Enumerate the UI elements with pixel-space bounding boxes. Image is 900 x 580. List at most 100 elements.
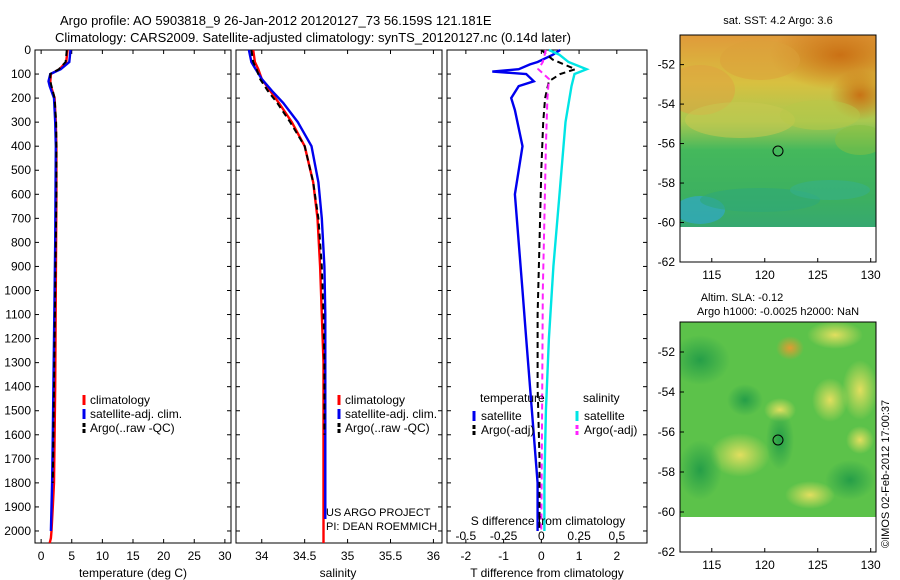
x-tick-label: -2 <box>461 549 472 563</box>
map-y-tick-label: -58 <box>658 465 676 479</box>
temperature-panel: 0 5 10 15 20 25 300100200300400500600700800900… <box>4 43 232 580</box>
project-annotation: US ARGO PROJECT <box>326 507 431 519</box>
x-tick-label: 2 <box>613 549 620 563</box>
legend-label: Argo(-adj) <box>481 423 534 437</box>
x-tick-label: 15 <box>126 549 140 563</box>
sst-map-frame <box>679 34 877 263</box>
y-tick-label: 1700 <box>4 452 31 466</box>
x-tick-label: 5 <box>68 549 75 563</box>
map-x-tick-label: 130 <box>861 268 881 282</box>
temperature-xlabel: temperature (deg C) <box>79 566 187 580</box>
sst-argo-marker <box>772 145 784 157</box>
y-tick-label: 300 <box>11 115 31 129</box>
map-x-tick-label: 120 <box>755 268 775 282</box>
sst-map-title: sat. SST: 4.2 Argo: 3.6 <box>723 15 832 27</box>
map-y-tick-label: -52 <box>658 345 676 359</box>
y-tick-label: 900 <box>11 259 31 273</box>
sla-map-title: Altim. SLA: -0.12 <box>701 292 784 304</box>
y-tick-label: 1900 <box>4 500 31 514</box>
map-y-tick-label: -56 <box>658 425 676 439</box>
x-tick-label: 30 <box>218 549 232 563</box>
series-line-salinity-satellite <box>543 48 590 531</box>
sla-map-subtitle: Argo h1000: -0.0025 h2000: NaN <box>697 306 859 318</box>
imos-credit: ©IMOS 02-Feb-2012 17:00:37 <box>880 400 892 548</box>
temperature-axes-frame <box>34 49 232 544</box>
salinity-lines <box>247 49 327 543</box>
legend-label: satellite <box>481 409 522 423</box>
salinity-ticks: 34 34.5 35 35.5 36 <box>236 49 442 563</box>
map-y-tick-label: -58 <box>658 176 676 190</box>
map-y-tick-label: -52 <box>658 58 676 72</box>
legend-group-title: temperature <box>480 391 545 405</box>
x-tick-label: 10 <box>96 549 110 563</box>
x-tick-label: 35.5 <box>379 549 403 563</box>
x-tick-label: -1 <box>498 549 509 563</box>
y-tick-label: 200 <box>11 91 31 105</box>
y-tick-label: 1800 <box>4 476 31 490</box>
sla-argo-marker <box>772 434 784 446</box>
difference-ticks: -2 -1 0 1 2 -0.5 -0.25 0 0.25 0.5 <box>447 49 647 563</box>
legend-label: climatology <box>345 393 405 407</box>
series-line-temperature-argo-adj- <box>536 49 579 531</box>
series-line-argo-raw-qc- <box>49 49 68 483</box>
figure-title-line1: Argo profile: AO 5903818_9 26-Jan-2012 2… <box>60 13 492 28</box>
x-tick-label: 1 <box>576 549 583 563</box>
sst-map-panel: sat. SST: 4.2 Argo: 3.6 115 120 125 130 -52 -… <box>658 15 881 282</box>
temperature-lines <box>47 49 72 544</box>
x2-tick-label: 0 <box>538 529 545 543</box>
difference-lines <box>492 48 590 532</box>
series-line-argo-raw-qc- <box>250 49 326 435</box>
map-y-tick-label: -62 <box>658 545 676 559</box>
map-y-tick-label: -60 <box>658 216 676 230</box>
map-y-tick-label: -62 <box>658 255 676 269</box>
salinity-panel: 34 34.5 35 35.5 36 climatologysatellite-adj.… <box>235 49 443 580</box>
map-x-tick-label: 120 <box>755 558 775 572</box>
map-x-tick-label: 115 <box>702 268 721 282</box>
map-y-tick-label: -60 <box>658 505 676 519</box>
y-tick-label: 1300 <box>4 356 31 370</box>
legend-group-title: salinity <box>583 391 620 405</box>
y-tick-label: 1000 <box>4 283 31 297</box>
legend-label: satellite-adj. clim. <box>90 407 182 421</box>
x2-tick-label: 0.25 <box>567 529 591 543</box>
x-tick-label: 0 <box>538 549 545 563</box>
map-y-tick-label: -54 <box>658 385 676 399</box>
x-tick-label: 34 <box>255 549 269 563</box>
sst-heatmap-field <box>680 35 876 227</box>
y-tick-label: 700 <box>11 211 31 225</box>
y-tick-label: 500 <box>11 163 31 177</box>
x-tick-label: 0 <box>38 549 45 563</box>
y-tick-label: 800 <box>11 235 31 249</box>
legend-label: Argo(..raw -QC) <box>90 421 175 435</box>
y-tick-label: 600 <box>11 187 31 201</box>
legend-label: satellite <box>584 409 625 423</box>
y-tick-label: 0 <box>24 43 31 57</box>
y-tick-label: 1500 <box>4 404 31 418</box>
y-tick-label: 1600 <box>4 428 31 442</box>
y-tick-label: 1100 <box>5 308 31 322</box>
y-tick-label: 100 <box>11 67 31 81</box>
legend-label: satellite-adj. clim. <box>345 407 437 421</box>
legend-label: Argo(-adj) <box>584 423 637 437</box>
map-x-tick-label: 130 <box>861 558 881 572</box>
y-tick-label: 400 <box>11 139 31 153</box>
s-difference-label: S difference from climatology <box>471 514 626 528</box>
x2-tick-label: -0.25 <box>490 529 518 543</box>
x2-tick-label: 0.5 <box>608 529 625 543</box>
salinity-axes-frame <box>235 49 443 544</box>
map-x-tick-label: 125 <box>808 268 828 282</box>
sla-map-ticks: 115 120 125 130 -52 -54 -56 -58 -60 -62 <box>658 345 881 572</box>
map-y-tick-label: -56 <box>658 137 676 151</box>
temperature-ticks: 0 5 10 15 20 25 300100200300400500600700800900… <box>4 43 232 563</box>
map-y-tick-label: -54 <box>658 97 676 111</box>
x2-tick-label: -0.5 <box>456 529 477 543</box>
x-tick-label: 34.5 <box>293 549 317 563</box>
difference-panel: -2 -1 0 1 2 -0.5 -0.25 0 0.25 0.5 temperature sali… <box>446 48 648 580</box>
pi-annotation: PI: DEAN ROEMMICH <box>326 521 437 533</box>
y-tick-label: 1400 <box>4 380 31 394</box>
legend-label: climatology <box>90 393 150 407</box>
x-tick-label: 25 <box>188 549 202 563</box>
